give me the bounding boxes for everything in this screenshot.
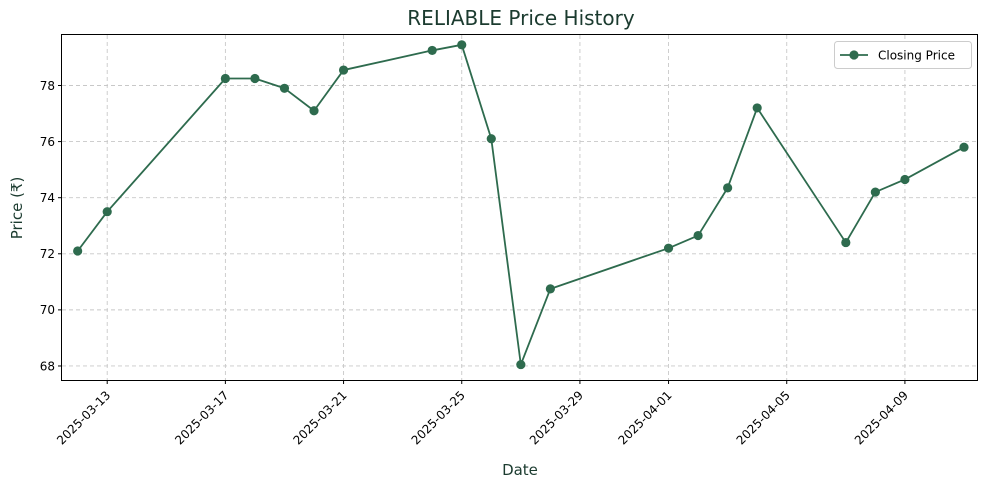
legend-box (834, 41, 972, 69)
x-tick-label: 2025-03-25 (409, 388, 468, 447)
data-point-marker (102, 207, 112, 217)
y-axis-label: Price (₹) (8, 177, 26, 240)
y-tick-label: 78 (40, 79, 55, 93)
y-tick-label: 70 (40, 303, 55, 317)
legend-label-closing-price: Closing Price (878, 49, 955, 63)
data-point-marker (545, 284, 555, 294)
y-tick-label: 68 (40, 359, 55, 373)
y-tick-label: 76 (40, 135, 55, 149)
x-axis-label: Date (502, 461, 538, 479)
y-tick-label: 74 (40, 191, 55, 205)
x-tick-label: 2025-03-13 (54, 388, 113, 447)
chart-title: RELIABLE Price History (407, 6, 635, 30)
data-point-marker (309, 106, 319, 116)
legend-marker (849, 50, 859, 60)
data-point-marker (900, 174, 910, 185)
x-tick-label: 2025-03-29 (527, 388, 586, 447)
series-line-closing-price (76, 43, 965, 366)
x-tick-label: 2025-04-05 (734, 388, 793, 447)
x-axis: 2025-03-13 2025-03-17 2025-03-21 2025-03-25… (54, 380, 911, 447)
data-point-marker (220, 73, 230, 84)
data-point-marker (663, 243, 674, 253)
data-point-marker (516, 359, 526, 370)
data-point-marker (279, 83, 290, 93)
y-tick-label: 72 (40, 247, 55, 261)
y-axis: 68 70 72 74 76 78 (40, 79, 62, 373)
data-point-marker (486, 134, 496, 144)
x-tick-label: 2025-04-09 (852, 388, 911, 447)
data-point-marker (427, 45, 437, 56)
data-point-marker (841, 237, 851, 248)
data-point-marker (723, 183, 733, 193)
legend: Closing Price (834, 41, 972, 69)
data-point-marker (338, 65, 349, 75)
data-point-marker (870, 187, 880, 197)
data-point-marker (457, 40, 467, 50)
x-tick-label: 2025-03-21 (290, 388, 349, 447)
x-tick-label: 2025-03-17 (172, 388, 231, 447)
data-point-marker (73, 246, 83, 256)
plot-area-frame (61, 34, 978, 381)
data-point-marker (250, 73, 260, 84)
x-tick-label: 2025-04-01 (615, 388, 674, 447)
data-point-marker (693, 230, 703, 241)
grid-layer (62, 35, 977, 380)
data-point-marker (959, 142, 969, 152)
series-layer (73, 40, 969, 370)
data-point-marker (752, 103, 762, 113)
